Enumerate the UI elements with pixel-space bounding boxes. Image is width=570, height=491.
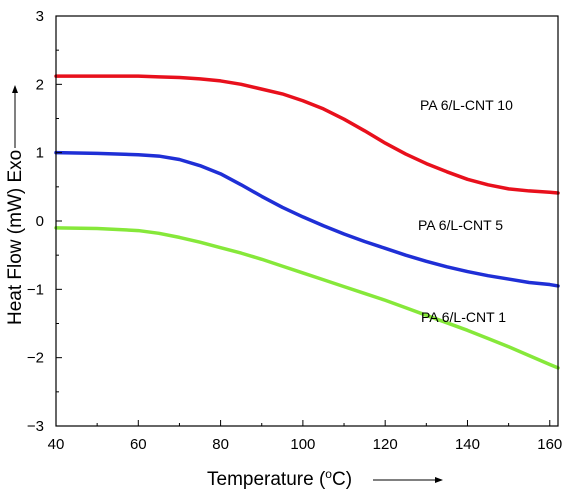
y-tick-label: 1: [36, 145, 44, 162]
series-layer: [54, 74, 560, 370]
x-tick-label: 80: [212, 436, 229, 453]
y-tick-label: −3: [27, 418, 44, 435]
y-axis-label: Heat Flow (mW) Exo: [5, 150, 26, 325]
series-label-pa6-lcnt-1: PA 6/L-CNT 1: [421, 309, 506, 325]
x-axis-label-degree: o: [325, 467, 332, 481]
series-line-2: [54, 226, 560, 370]
series-line-1: [54, 150, 560, 288]
y-tick-label: 3: [36, 8, 44, 25]
x-axis-label-text: Temperature (: [207, 469, 326, 490]
y-tick-label: −2: [27, 350, 44, 367]
x-tick-label: 40: [48, 436, 65, 453]
y-tick-label: 0: [36, 213, 44, 230]
x-axis-label-unit: C): [332, 469, 352, 490]
x-axis-label: Temperature (oC): [207, 467, 352, 490]
x-ticks: 40 60 80 100 120 140 160: [48, 420, 562, 453]
x-tick-label: 160: [537, 436, 562, 453]
x-tick-label: 120: [373, 436, 398, 453]
x-tick-label: 60: [130, 436, 147, 453]
series-line-0: [54, 74, 560, 195]
y-ticks: −3 −2 −1 0 1 2 3: [27, 8, 62, 435]
plot-frame: [55, 15, 559, 427]
x-tick-label: 140: [455, 436, 480, 453]
y-tick-label: 2: [36, 76, 44, 93]
series-label-pa6-lcnt-5: PA 6/L-CNT 5: [418, 217, 503, 233]
plot-area: [56, 16, 558, 426]
x-tick-label: 100: [290, 436, 315, 453]
y-tick-label: −1: [27, 281, 44, 298]
series-label-pa6-lcnt-10: PA 6/L-CNT 10: [420, 97, 513, 113]
